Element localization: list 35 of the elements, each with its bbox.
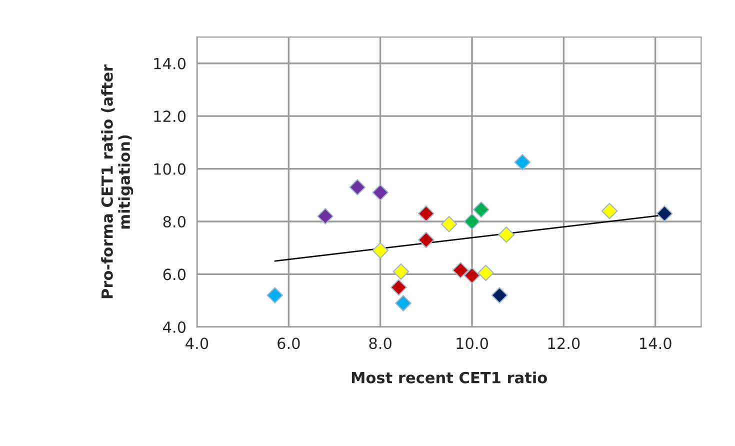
- point: [498, 226, 515, 243]
- point: [440, 216, 458, 232]
- point: [395, 295, 412, 312]
- point: [392, 263, 410, 280]
- x-tick-label: 12.0: [548, 338, 580, 350]
- x-tick-label: 4.0: [186, 338, 208, 350]
- y-tick-label: 12.0: [154, 110, 186, 122]
- y-tick-label: 14.0: [154, 58, 186, 70]
- point: [478, 264, 494, 282]
- y-tick-label: 8.0: [163, 216, 186, 228]
- point: [349, 179, 366, 196]
- point: [464, 267, 480, 284]
- point: [514, 154, 531, 170]
- point: [390, 279, 407, 296]
- point: [418, 232, 434, 248]
- x-axis-title: Most recent CET1 ratio: [352, 372, 547, 384]
- point: [656, 205, 673, 222]
- y-tick-label: 6.0: [163, 268, 186, 280]
- x-tick-label: 14.0: [640, 338, 672, 350]
- point: [601, 202, 618, 220]
- point: [372, 184, 388, 201]
- point: [266, 287, 284, 304]
- point: [491, 287, 508, 304]
- point: [317, 208, 334, 224]
- y-axis-title: Pro-forma CET1 ratio (after mitigation): [101, 64, 134, 298]
- y-tick-label: 10.0: [154, 163, 186, 175]
- point: [464, 213, 480, 230]
- point: [473, 201, 490, 218]
- x-tick-label: 6.0: [278, 338, 300, 350]
- x-tick-label: 10.0: [456, 338, 488, 350]
- point: [372, 242, 388, 259]
- point: [418, 205, 434, 222]
- y-tick-label: 4.0: [163, 321, 186, 333]
- point: [452, 262, 469, 278]
- x-tick-label: 8.0: [369, 338, 392, 350]
